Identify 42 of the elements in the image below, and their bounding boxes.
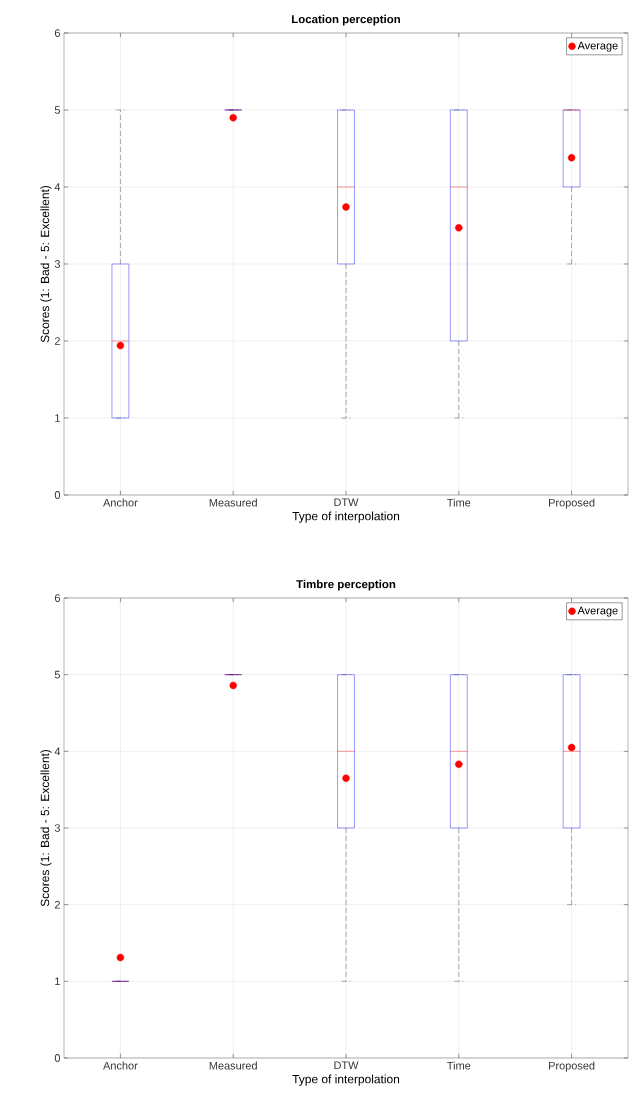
legend-label: Average: [577, 41, 618, 52]
y-axis-title: Scores (1: Bad - 5: Excellent): [40, 185, 52, 343]
x-tick-label: Time: [447, 1061, 471, 1070]
x-tick-label: DTW: [334, 1061, 359, 1070]
x-tick-label: Anchor: [103, 498, 138, 507]
y-tick-label: 5: [54, 670, 61, 679]
x-axis-title: Type of interpolation: [292, 1074, 400, 1086]
y-axis-title: Scores (1: Bad - 5: Excellent): [40, 749, 52, 907]
legend-label: Average: [577, 606, 618, 617]
y-tick-label: 4: [54, 747, 61, 756]
point: [342, 203, 350, 211]
y-tick-label: 6: [54, 594, 60, 602]
x-tick-label: Time: [447, 498, 471, 507]
y-tick-label: 0: [54, 491, 61, 499]
y-tick-label: 1: [55, 414, 60, 422]
y-tick-label: 4: [54, 183, 61, 191]
x-tick-label: Proposed: [549, 498, 595, 509]
chart-title: Timbre perception: [296, 579, 396, 591]
x-tick-label: Proposed: [549, 1061, 595, 1072]
y-tick-label: 2: [54, 337, 60, 345]
x-axis-title: Type of interpolation: [292, 511, 400, 523]
y-tick-label: 1: [55, 977, 60, 986]
chart-title: Location perception: [292, 14, 401, 26]
x-tick-label: Anchor: [103, 1061, 138, 1070]
point: [455, 224, 463, 232]
point: [342, 774, 350, 782]
y-tick-label: 3: [54, 824, 60, 832]
y-tick-label: 5: [54, 106, 61, 114]
point: [229, 113, 237, 122]
y-tick-label: 3: [54, 260, 60, 268]
point: [567, 154, 576, 162]
y-tick-label: 0: [54, 1054, 61, 1062]
x-tick-label: Measured: [209, 498, 257, 507]
x-tick-label: Measured: [209, 1061, 257, 1070]
y-tick-label: 6: [54, 29, 60, 37]
x-tick-label: DTW: [334, 498, 359, 507]
point: [229, 681, 237, 690]
y-tick-label: 2: [54, 900, 60, 909]
point: [116, 341, 125, 350]
point: [116, 953, 125, 962]
point: [455, 760, 463, 769]
point: [567, 743, 576, 752]
